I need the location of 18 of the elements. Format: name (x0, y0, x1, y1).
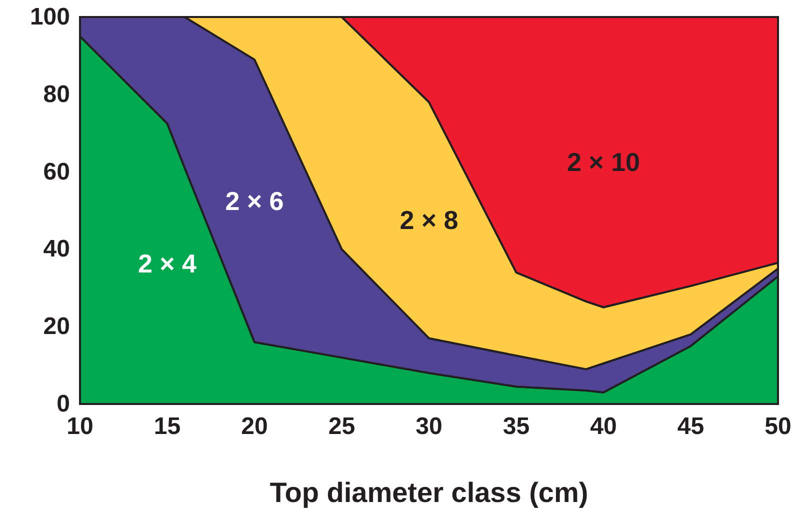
y-tick-label: 100 (30, 4, 70, 30)
x-tick-label: 30 (416, 413, 442, 440)
y-tick-label: 60 (43, 158, 70, 186)
series-label: 2 × 8 (400, 205, 458, 236)
y-tick-label: 20 (43, 313, 70, 340)
y-tick-label: 80 (43, 80, 70, 108)
x-tick-label: 50 (764, 413, 792, 440)
x-tick-label: 20 (241, 413, 268, 440)
x-tick-label: 25 (328, 413, 356, 440)
series-label: 2 × 10 (566, 147, 640, 178)
y-tick-label: 40 (43, 236, 70, 263)
x-axis-title: Top diameter class (cm) (270, 477, 588, 508)
series-label: 2 × 6 (225, 186, 284, 216)
x-tick-label: 15 (154, 413, 181, 440)
x-tick-label: 40 (590, 413, 617, 440)
series-label: 2 × 4 (138, 248, 198, 279)
x-tick-label: 35 (502, 413, 530, 440)
x-tick-label: 45 (677, 413, 704, 440)
